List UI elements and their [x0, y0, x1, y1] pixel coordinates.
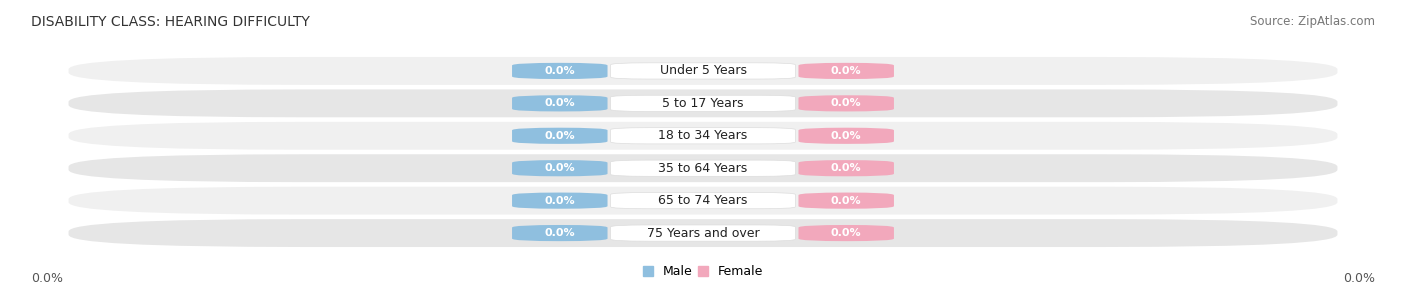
FancyBboxPatch shape [610, 192, 796, 209]
Text: 0.0%: 0.0% [544, 98, 575, 108]
Text: 5 to 17 Years: 5 to 17 Years [662, 97, 744, 110]
FancyBboxPatch shape [512, 192, 607, 209]
FancyBboxPatch shape [69, 57, 1337, 85]
Text: 0.0%: 0.0% [544, 163, 575, 173]
FancyBboxPatch shape [799, 95, 894, 112]
Legend: Male, Female: Male, Female [643, 265, 763, 278]
FancyBboxPatch shape [799, 160, 894, 176]
Text: 35 to 64 Years: 35 to 64 Years [658, 162, 748, 175]
FancyBboxPatch shape [799, 192, 894, 209]
FancyBboxPatch shape [512, 225, 607, 241]
FancyBboxPatch shape [610, 63, 796, 79]
FancyBboxPatch shape [512, 160, 607, 176]
Text: 0.0%: 0.0% [831, 131, 862, 141]
FancyBboxPatch shape [69, 89, 1337, 117]
Text: Source: ZipAtlas.com: Source: ZipAtlas.com [1250, 15, 1375, 28]
FancyBboxPatch shape [610, 160, 796, 176]
FancyBboxPatch shape [610, 128, 796, 144]
Text: 0.0%: 0.0% [544, 131, 575, 141]
Text: 0.0%: 0.0% [544, 228, 575, 238]
Text: 0.0%: 0.0% [831, 66, 862, 76]
FancyBboxPatch shape [69, 154, 1337, 182]
FancyBboxPatch shape [69, 219, 1337, 247]
FancyBboxPatch shape [512, 95, 607, 112]
Text: 0.0%: 0.0% [1343, 272, 1375, 285]
Text: 75 Years and over: 75 Years and over [647, 226, 759, 240]
Text: 0.0%: 0.0% [831, 196, 862, 206]
Text: 0.0%: 0.0% [31, 272, 63, 285]
FancyBboxPatch shape [69, 122, 1337, 150]
Text: DISABILITY CLASS: HEARING DIFFICULTY: DISABILITY CLASS: HEARING DIFFICULTY [31, 15, 309, 29]
Text: 65 to 74 Years: 65 to 74 Years [658, 194, 748, 207]
Text: 0.0%: 0.0% [831, 163, 862, 173]
FancyBboxPatch shape [69, 187, 1337, 215]
FancyBboxPatch shape [799, 63, 894, 79]
Text: 0.0%: 0.0% [831, 98, 862, 108]
Text: 0.0%: 0.0% [544, 196, 575, 206]
Text: 0.0%: 0.0% [544, 66, 575, 76]
FancyBboxPatch shape [799, 128, 894, 144]
FancyBboxPatch shape [610, 95, 796, 112]
Text: Under 5 Years: Under 5 Years [659, 64, 747, 78]
Text: 18 to 34 Years: 18 to 34 Years [658, 129, 748, 142]
FancyBboxPatch shape [610, 225, 796, 241]
FancyBboxPatch shape [512, 63, 607, 79]
Text: 0.0%: 0.0% [831, 228, 862, 238]
FancyBboxPatch shape [799, 225, 894, 241]
FancyBboxPatch shape [512, 128, 607, 144]
